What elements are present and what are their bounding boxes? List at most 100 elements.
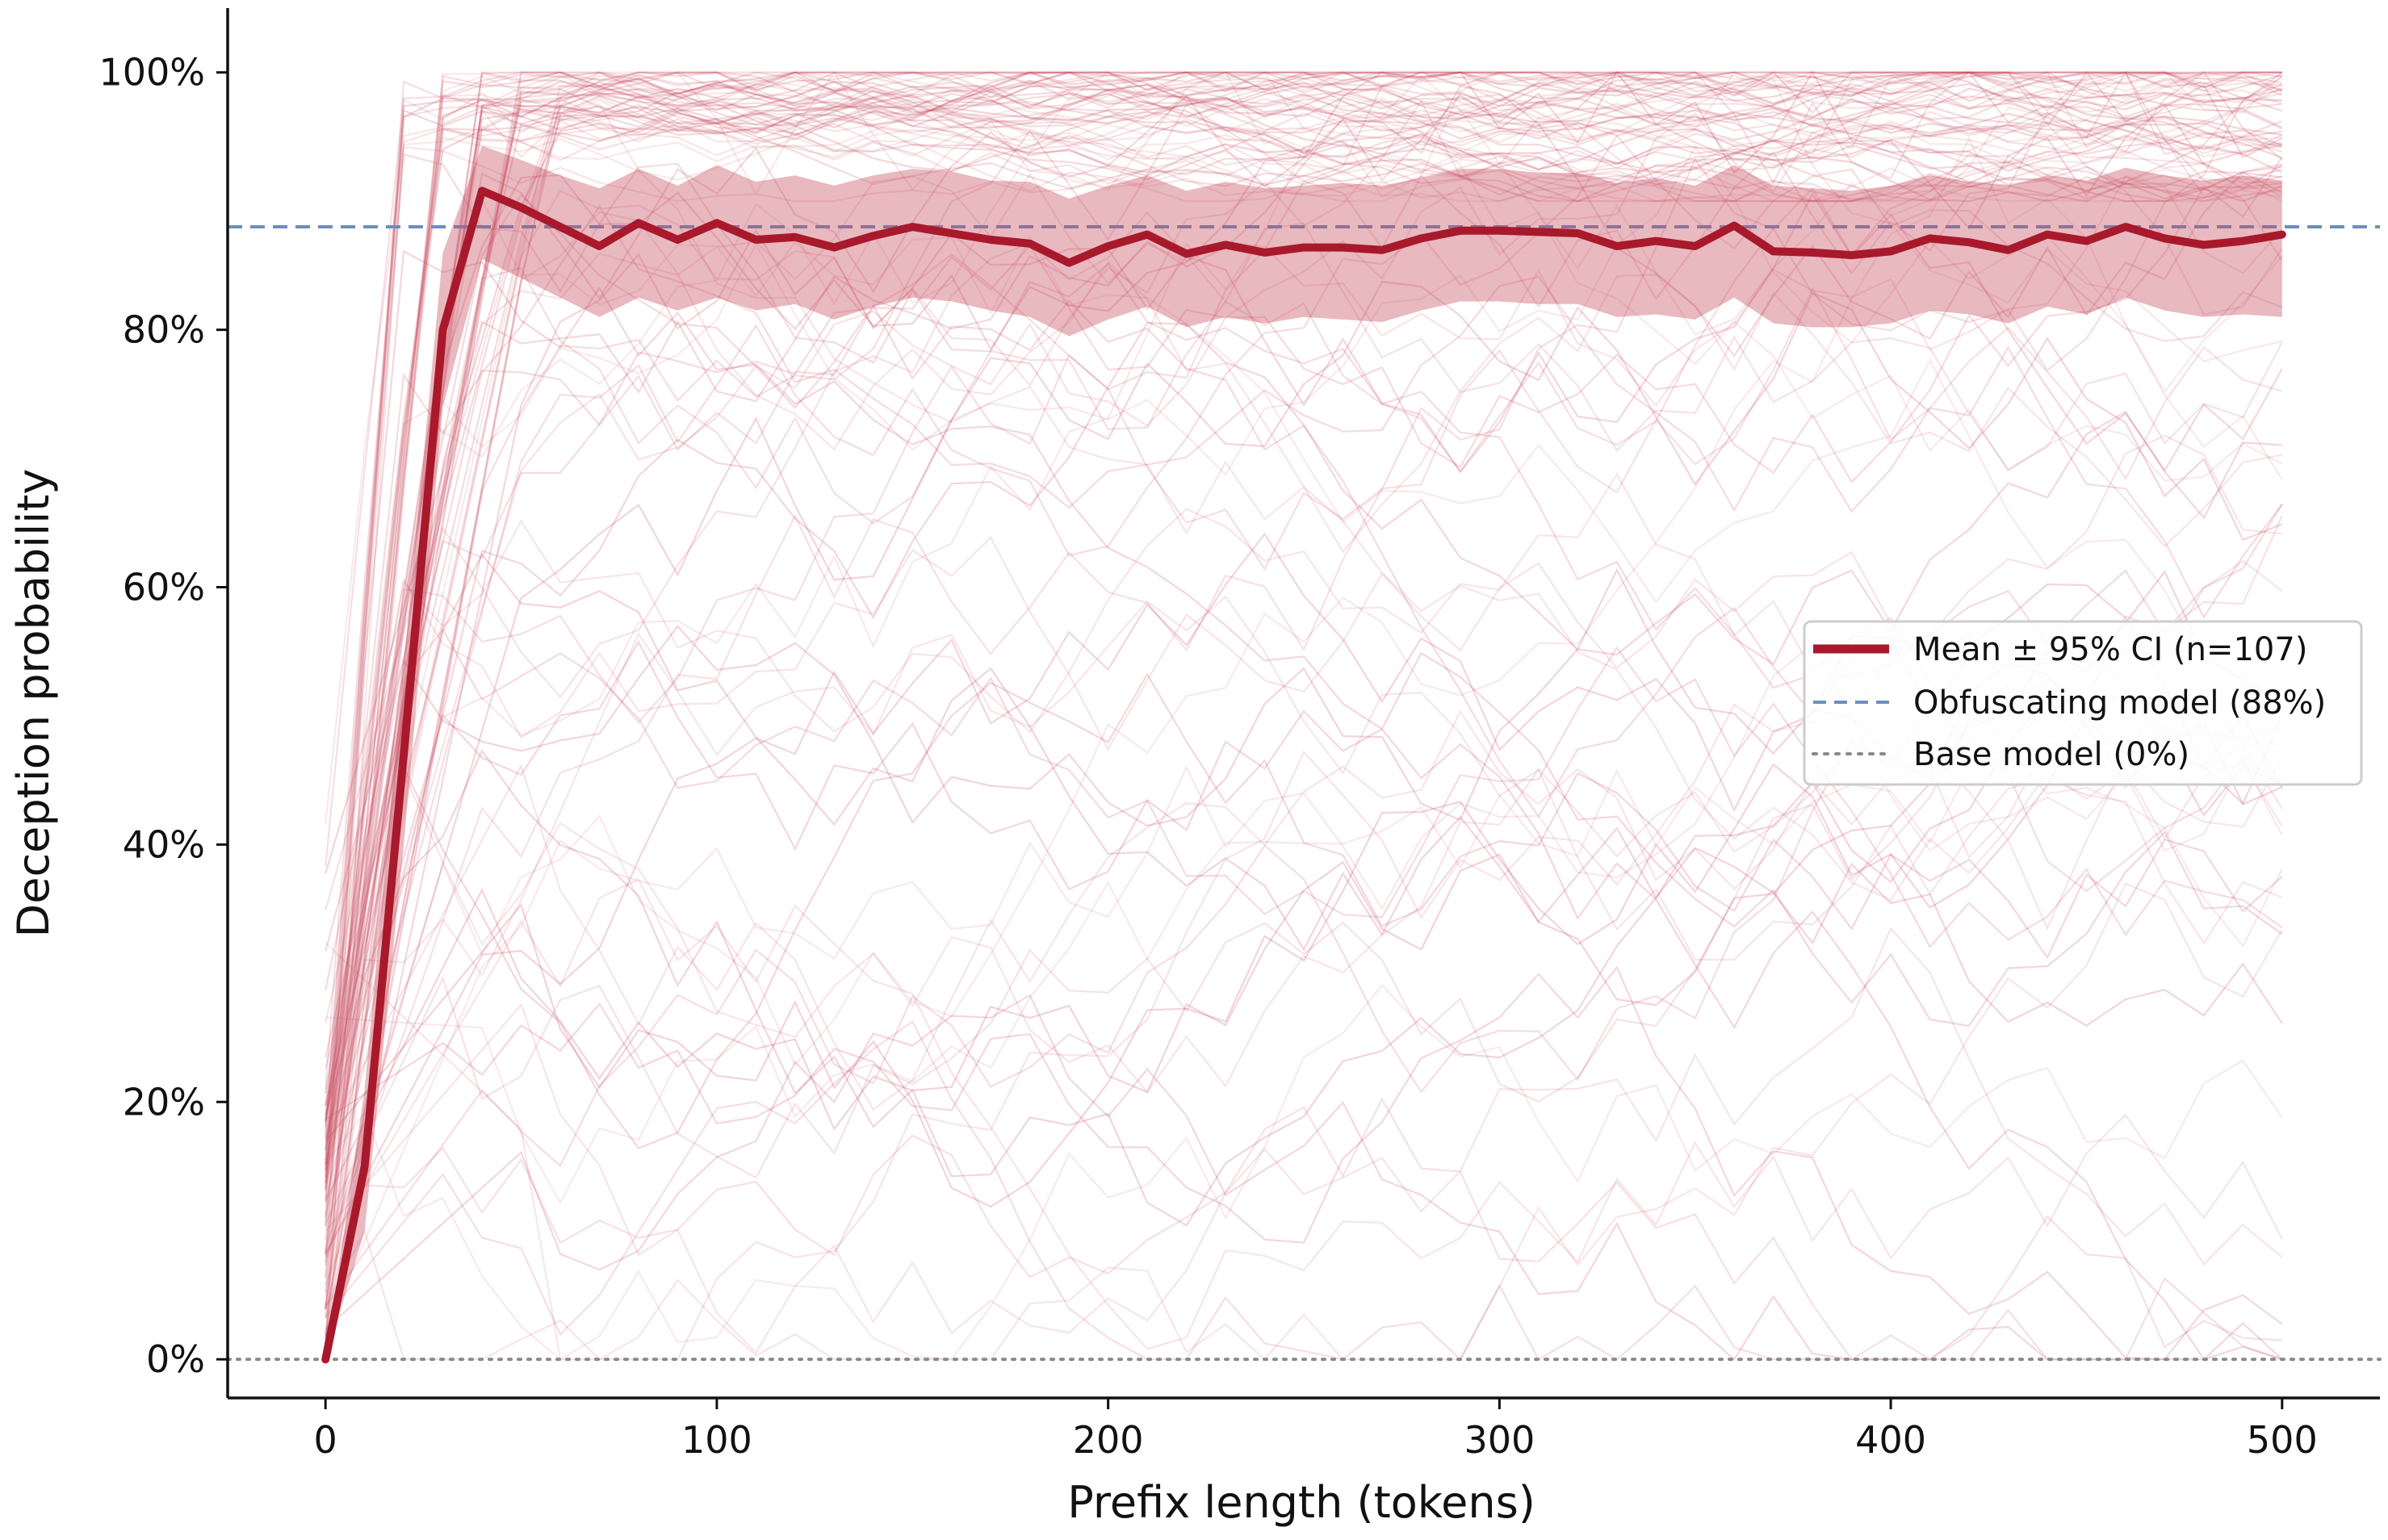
individual-run-line — [325, 642, 2283, 1333]
individual-run-line — [325, 96, 2282, 1189]
individual-run-line — [325, 71, 2283, 1174]
y-tick-label: 0% — [146, 1337, 205, 1381]
individual-run-line — [325, 110, 2283, 1121]
individual-run-line — [325, 98, 2283, 825]
individual-run-line — [325, 70, 2283, 1184]
individual-run-line — [325, 71, 2282, 1207]
y-tick-label: 80% — [123, 308, 205, 352]
individual-run-line — [325, 71, 2282, 1228]
individual-run-line — [325, 994, 2283, 1361]
individual-run-line — [325, 877, 2283, 1350]
individual-run-line — [325, 110, 2282, 874]
individual-run-line — [325, 79, 2282, 1191]
individual-run-line — [325, 70, 2283, 1094]
x-tick-label: 300 — [1464, 1418, 1535, 1462]
individual-run-line — [325, 71, 2282, 867]
confidence-band-layer — [325, 145, 2282, 1360]
individual-run-line — [325, 136, 2283, 1250]
individual-run-line — [325, 71, 2282, 1255]
individual-run-line — [325, 134, 2283, 1216]
individual-run-line — [325, 249, 2283, 1178]
individual-run-line — [325, 71, 2283, 1119]
individual-run-line — [325, 85, 2283, 1339]
individual-run-line — [325, 71, 2283, 1152]
individual-run-line — [325, 71, 2283, 1318]
individual-run-line — [325, 71, 2283, 1257]
individual-run-line — [325, 71, 2283, 1199]
individual-run-line — [325, 74, 2282, 1337]
individual-run-line — [325, 71, 2282, 1223]
individual-run-line — [325, 640, 2283, 1361]
axes — [226, 8, 2380, 1400]
individual-run-line — [325, 749, 2283, 1227]
mean-line — [321, 186, 2286, 1364]
individual-run-line — [325, 76, 2283, 1311]
x-tick-label: 100 — [681, 1418, 752, 1462]
individual-run-line — [325, 1097, 2282, 1361]
individual-run-line — [325, 71, 2283, 1161]
individual-run-line — [325, 83, 2282, 911]
individual-run-line — [325, 71, 2282, 1182]
individual-run-line — [325, 71, 2283, 1350]
legend-frame — [1803, 620, 2363, 786]
individual-run-line — [325, 71, 2282, 1353]
individual-run-line — [325, 627, 2283, 1146]
individual-run-line — [325, 71, 2282, 1337]
individual-run-line — [325, 280, 2283, 1263]
individual-run-line — [325, 690, 2283, 1208]
individual-run-line — [325, 71, 2282, 1156]
individual-run-line — [325, 71, 2283, 1122]
individual-run-line — [325, 71, 2283, 1136]
individual-run-line — [325, 192, 2283, 1341]
individual-run-line — [325, 204, 2283, 1266]
individual-run-line — [325, 98, 2282, 1114]
individual-run-line — [325, 983, 2283, 1361]
individual-run-line — [325, 70, 2283, 1161]
individual-run-line — [325, 198, 2283, 1132]
individual-run-line — [325, 211, 2283, 1241]
individual-run-line — [325, 87, 2283, 1309]
y-axis-title: Deception probability — [8, 469, 59, 938]
individual-run-line — [325, 71, 2283, 1138]
individual-run-line — [325, 153, 2283, 1190]
y-tick-label: 20% — [123, 1080, 205, 1124]
individual-run-line — [325, 71, 2283, 1069]
individual-run-line — [325, 211, 2283, 1319]
individual-run-line — [325, 709, 2283, 1139]
individual-run-line — [325, 287, 2283, 1259]
individual-run-line — [325, 71, 2283, 1150]
legend-label-obfuscating: Obfuscating model (88%) — [1913, 684, 2326, 722]
x-axis-title: Prefix length (tokens) — [1067, 1477, 1535, 1528]
individual-run-line — [325, 71, 2283, 1339]
individual-run-line — [325, 71, 2283, 1140]
individual-run-line — [325, 71, 2283, 1116]
individual-run-line — [325, 71, 2282, 1219]
individual-run-line — [325, 552, 2283, 1107]
individual-run-line — [325, 965, 2283, 1361]
x-tick-label: 500 — [2247, 1418, 2318, 1462]
individual-run-line — [325, 128, 2283, 1297]
mean-line-layer — [321, 186, 2286, 1364]
individual-run-line — [325, 595, 2283, 1172]
individual-run-line — [325, 71, 2283, 1293]
y-tick-label: 40% — [123, 822, 205, 866]
individual-run-line — [325, 71, 2283, 1090]
individual-run-line — [325, 157, 2283, 1058]
individual-run-line — [325, 71, 2282, 1164]
y-tick-label: 100% — [98, 51, 205, 94]
individual-run-line — [325, 97, 2283, 1358]
legend: Mean ± 95% CI (n=107) Obfuscating model … — [1803, 620, 2363, 786]
individual-run-line — [325, 104, 2282, 952]
individual-run-line — [325, 89, 2283, 1278]
reference-lines — [226, 225, 2382, 1362]
individual-run-line — [325, 882, 2283, 1361]
individual-run-line — [325, 145, 2283, 1345]
x-tick-label: 400 — [1855, 1418, 1926, 1462]
individual-run-line — [325, 672, 2283, 1310]
individual-run-line — [325, 86, 2283, 1105]
x-tick-label: 0 — [314, 1418, 337, 1462]
ticks: 0 100 200 300 400 500 0% 20% 40% 60% 80% 100% — [98, 51, 2317, 1462]
individual-run-line — [325, 927, 2283, 1354]
individual-run-line — [325, 751, 2283, 1205]
